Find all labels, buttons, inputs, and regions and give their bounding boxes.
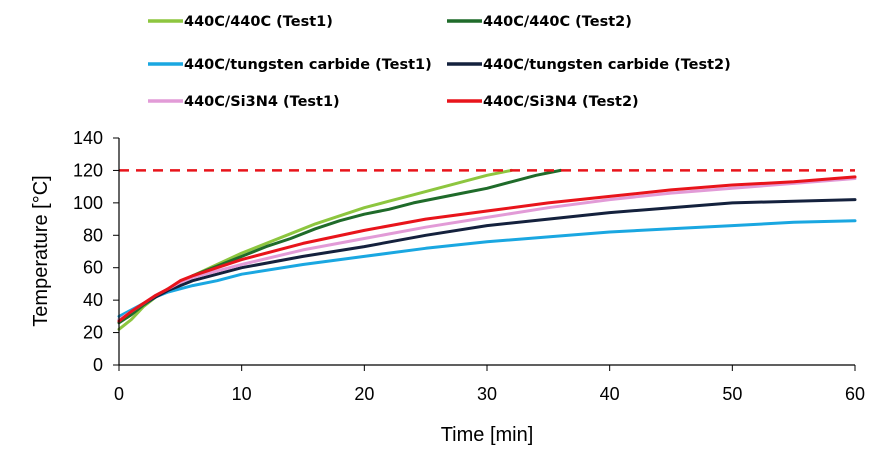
legend: 440C/440C (Test1) 440C/440C (Test2) 440C/t… (148, 14, 731, 110)
plot-area: 0 10 20 30 40 50 60 0 20 40 60 80 100 120 140 (73, 128, 865, 404)
y-tick-label: 20 (83, 323, 103, 343)
x-tick-label: 10 (232, 384, 252, 404)
series-line-2 (117, 168, 563, 325)
series-line-5 (117, 177, 857, 322)
y-axis-ticks: 0 20 40 60 80 100 120 140 (73, 128, 119, 375)
y-axis-title: Temperature [°C] (30, 175, 52, 326)
series-layer (117, 168, 857, 331)
x-tick-label: 40 (600, 384, 620, 404)
legend-label-4: 440C/tungsten carbide (Test2) (483, 57, 731, 73)
y-tick-label: 140 (73, 128, 103, 148)
series-line-6 (117, 175, 857, 323)
x-tick-label: 0 (114, 384, 124, 404)
legend-label-2: 440C/440C (Test2) (483, 14, 632, 30)
legend-label-5: 440C/Si3N4 (Test1) (184, 94, 340, 110)
x-axis-ticks: 0 10 20 30 40 50 60 (114, 365, 865, 404)
x-tick-label: 50 (722, 384, 742, 404)
x-axis-title: Time [min] (441, 424, 534, 446)
y-tick-label: 40 (83, 290, 103, 310)
y-tick-label: 100 (73, 193, 103, 213)
y-tick-label: 0 (93, 355, 103, 375)
legend-label-3: 440C/tungsten carbide (Test1) (184, 57, 432, 73)
y-tick-label: 60 (83, 258, 103, 278)
x-tick-label: 30 (477, 384, 497, 404)
legend-label-1: 440C/440C (Test1) (184, 14, 333, 30)
legend-label-6: 440C/Si3N4 (Test2) (483, 94, 639, 110)
y-tick-label: 80 (83, 225, 103, 245)
x-tick-label: 20 (354, 384, 374, 404)
y-tick-label: 120 (73, 160, 103, 180)
x-tick-label: 60 (845, 384, 865, 404)
